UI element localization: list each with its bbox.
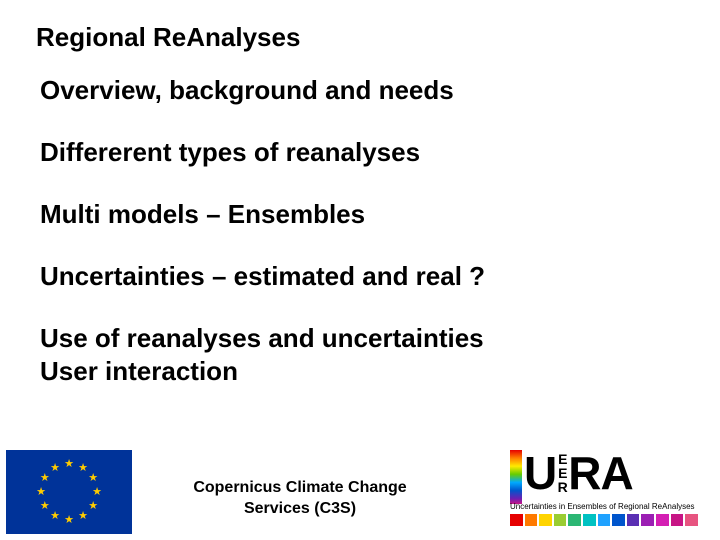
eu-star-icon: ★	[92, 487, 102, 497]
uerra-letter-u: U	[524, 450, 556, 496]
footer-line2: Services (C3S)	[244, 500, 356, 517]
eu-star-icon: ★	[40, 501, 50, 511]
color-swatch	[685, 514, 698, 526]
uerra-letter-stack: EER	[554, 452, 570, 494]
uerra-swatch-row	[510, 514, 698, 526]
footer-text: Copernicus Climate Change Services (C3S)	[150, 478, 450, 520]
eu-star-icon: ★	[50, 511, 60, 521]
slide-title: Regional ReAnalyses	[36, 22, 300, 53]
eu-star-icon: ★	[88, 473, 98, 483]
color-swatch	[641, 514, 654, 526]
eu-star-icon: ★	[88, 501, 98, 511]
color-swatch	[656, 514, 669, 526]
color-swatch	[598, 514, 611, 526]
uerra-wordmark: UEERRA	[524, 450, 633, 496]
eu-star-icon: ★	[78, 463, 88, 473]
eu-star-icon: ★	[78, 511, 88, 521]
eu-flag-icon: ★★★★★★★★★★★★	[6, 450, 132, 534]
eu-star-icon: ★	[64, 515, 74, 525]
color-swatch	[671, 514, 684, 526]
bullet-item: Overview, background and needs	[40, 76, 680, 106]
rainbow-bar-icon	[510, 450, 522, 504]
color-swatch	[627, 514, 640, 526]
eu-star-icon: ★	[36, 487, 46, 497]
eu-star-icon: ★	[40, 473, 50, 483]
color-swatch	[612, 514, 625, 526]
bullet-list: Overview, background and needs Differere…	[40, 76, 680, 387]
eu-star-icon: ★	[64, 459, 74, 469]
bullet-item: Uncertainties – estimated and real ?	[40, 262, 680, 292]
uerra-logo: UEERRA Uncertainties in Ensembles of Reg…	[510, 450, 700, 532]
bullet-item: Differerent types of reanalyses	[40, 138, 680, 168]
color-swatch	[510, 514, 523, 526]
color-swatch	[539, 514, 552, 526]
eu-star-icon: ★	[50, 463, 60, 473]
bullet-item: Multi models – Ensembles	[40, 200, 680, 230]
footer: ★★★★★★★★★★★★ Copernicus Climate Change S…	[0, 448, 720, 540]
color-swatch	[568, 514, 581, 526]
bullet-item: User interaction	[40, 357, 680, 387]
color-swatch	[583, 514, 596, 526]
bullet-item: Use of reanalyses and uncertainties	[40, 324, 680, 354]
footer-line1: Copernicus Climate Change	[193, 479, 406, 496]
uerra-letters-ra: RA	[568, 447, 632, 499]
color-swatch	[554, 514, 567, 526]
uerra-subtitle: Uncertainties in Ensembles of Regional R…	[510, 502, 700, 511]
color-swatch	[525, 514, 538, 526]
slide: Regional ReAnalyses Overview, background…	[0, 0, 720, 540]
